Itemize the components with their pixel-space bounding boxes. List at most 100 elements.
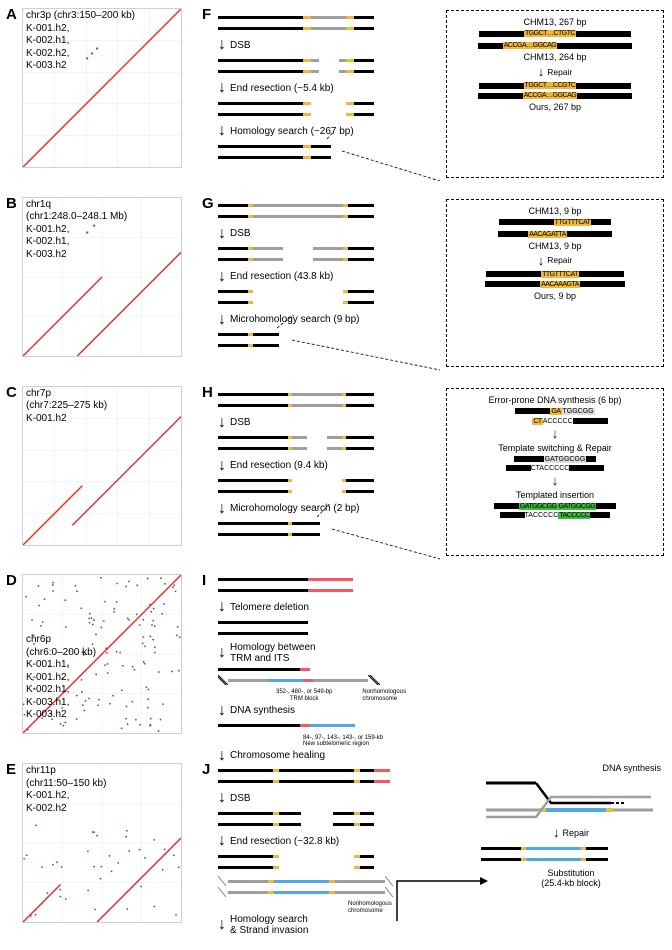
detail-G-bot-label: Ours, 9 bp [534, 291, 576, 301]
seq-F-4: ACCGA…GGCAG [523, 92, 577, 99]
seq-H-1e: ACCCCC [543, 418, 573, 425]
sample-D-0: K-001.h1, [26, 659, 96, 672]
seq-G-4: AACAAAGTA [540, 281, 580, 288]
panel-J: J ↓DSB ↓End resection (~32.8 kb) Nonhomo… [202, 761, 666, 944]
arrow-icon: ↓ [218, 312, 226, 328]
step-J-2: Homology search & Strand invasion [230, 914, 308, 936]
step-G-0: DSB [230, 228, 251, 239]
annot-I-2: 84-, 97-, 143-, 143-, or 159-kb New subt… [303, 735, 658, 748]
title-C: chr7p [26, 388, 107, 401]
arrow-icon: ↓ [538, 254, 545, 267]
figure-container: A chr3p (chr3:150–200 kb) K-001.h2, K-00… [0, 0, 672, 950]
step-F-1: End resection (~5.4 kb) [230, 83, 334, 94]
title-D: chr6p [26, 634, 96, 647]
arrow-icon: ↓ [218, 226, 226, 242]
sample-B-2: K-003.h2 [26, 249, 127, 262]
title-B: chr1q [26, 199, 127, 212]
panel-G: G ↓DSB ↓End resection (43.8 kb) ↓Microho… [202, 195, 666, 378]
panel-label-F: F [202, 6, 211, 23]
sample-A-0: K-001.h2, [26, 23, 135, 36]
sample-A-2: K-002.h2, [26, 48, 135, 61]
detail-F-bot-label: Ours, 267 bp [529, 102, 581, 112]
sample-A-1: K-002.h1, [26, 35, 135, 48]
detail-G-action: Repair [547, 255, 572, 265]
panel-E: E chr11p (chr11:50–150 kb) K-001.h2, K-0… [6, 761, 194, 944]
arrow-icon: ↓ [552, 474, 559, 487]
step-F-2: Homology search (~267 bp) [230, 126, 354, 137]
arrow-icon: ↓ [218, 458, 226, 474]
arrow-icon: ↓ [218, 501, 226, 517]
right-J: DNA synthesis ↓Repair Substitution (25.4… [481, 763, 661, 888]
step-G-2: Microhomology search (9 bp) [230, 314, 360, 325]
panel-label-D: D [6, 572, 17, 589]
panel-label-I: I [202, 572, 206, 589]
arrow-icon: ↓ [218, 645, 226, 661]
arrow-icon: ↓ [218, 917, 226, 933]
panel-label-A: A [6, 6, 17, 23]
seq-F-1: TGGCT…CTGTC [524, 30, 576, 37]
panel-label-C: C [6, 384, 17, 401]
seq-F-2: ACCGA…GGCAG [503, 42, 557, 49]
seq-H-3g: GATGGCGG [558, 503, 597, 510]
panel-F: F ↓DSB ↓End resection (~5.4 kb) ↓Homolog… [202, 6, 666, 189]
step-I-2: DNA synthesis [230, 705, 295, 716]
panel-label-E: E [6, 761, 16, 778]
right-J-label1: DNA synthesis [481, 763, 661, 773]
caption-E: chr11p (chr11:50–150 kb) K-001.h2, K-002… [26, 765, 106, 815]
title-A: chr3p (chr3:150–200 kb) [26, 10, 135, 23]
detail-H: Error-prone DNA synthesis (6 bp) GATGGCG… [446, 388, 664, 556]
sample-A-3: K-003.h2 [26, 60, 135, 73]
detail-F-mid-label: CHM13, 264 bp [523, 52, 586, 62]
connector-J [392, 871, 492, 931]
step-J-1: End resection (~32.8 kb) [230, 836, 339, 847]
step-I-1: Homology between TRM and ITS [230, 642, 316, 664]
sample-B-1: K-002.h1, [26, 236, 127, 249]
detail-G-mid-label: CHM13, 9 bp [528, 241, 581, 251]
seq-H-3b: TACCCCC [525, 512, 559, 519]
arrow-icon: ↓ [218, 599, 226, 615]
detail-F-action: Repair [547, 67, 572, 77]
panel-label-H: H [202, 384, 213, 401]
right-J-label2: Repair [562, 828, 589, 838]
sample-D-2: K-002.h1, [26, 684, 96, 697]
subtitle-B: (chr1:248.0–248.1 Mb) [26, 211, 127, 224]
arrow-icon: ↓ [553, 826, 560, 839]
sample-E-0: K-001.h2, [26, 790, 106, 803]
panel-H: H ↓DSB ↓End resection (9.4 kb) ↓Microhom… [202, 384, 666, 567]
sample-D-4: K-003.h2 [26, 709, 96, 722]
arrow-icon: ↓ [218, 790, 226, 806]
sample-E-1: K-002.h2 [26, 803, 106, 816]
detail-H-title1: Error-prone DNA synthesis (6 bp) [488, 395, 621, 405]
arrow-icon: ↓ [552, 427, 559, 440]
detail-G: CHM13, 9 bp TTGTTTCAT AACAGATTA CHM13, 9… [446, 199, 664, 367]
step-H-0: DSB [230, 417, 251, 428]
panel-label-J: J [202, 761, 210, 778]
sample-B-0: K-001.h2, [26, 224, 127, 237]
right-J-label3: Substitution (25.4-kb block) [481, 868, 661, 888]
arrow-icon: ↓ [538, 65, 545, 78]
arrow-icon: ↓ [218, 80, 226, 96]
detail-H-title2: Template switching & Repair [498, 443, 612, 453]
caption-B: chr1q (chr1:248.0–248.1 Mb) K-001.h2, K-… [26, 199, 127, 262]
seq-H-1b: TGGCGG [562, 408, 595, 415]
step-H-2: Microhomology search (2 bp) [230, 503, 360, 514]
step-G-1: End resection (43.8 kb) [230, 271, 333, 282]
step-F-0: DSB [230, 40, 251, 51]
step-I-0: Telomere deletion [230, 602, 309, 613]
subtitle-D: (chr6:0–200 kb) [26, 647, 96, 660]
seq-H-2a: GATGGCGG [544, 456, 587, 463]
caption-C: chr7p (chr7:225–275 kb) K-001.h2 [26, 388, 107, 426]
seq-H-1a: GA [550, 408, 561, 415]
arrow-icon: ↓ [218, 833, 226, 849]
steps-G: ↓ DSB ↓ End resection (43.8 kb) ↓ Microhomo… [218, 201, 433, 355]
arrow-icon: ↓ [218, 269, 226, 285]
sample-D-1: K-001.h2, [26, 672, 96, 685]
steps-H: ↓DSB ↓End resection (9.4 kb) ↓Microhomol… [218, 390, 433, 544]
caption-A: chr3p (chr3:150–200 kb) K-001.h2, K-002.… [26, 10, 135, 73]
caption-D: chr6p (chr6:0–200 kb) K-001.h1, K-001.h2… [26, 634, 96, 722]
seq-H-1d: CT [532, 418, 542, 425]
detail-F-top-label: CHM13, 267 bp [523, 17, 586, 27]
seq-G-3: TTGTTTCAT [541, 271, 579, 278]
seq-F-3: TGGCT…CCGTC [524, 82, 577, 89]
steps-I: ↓Telomere deletion ↓Homology between TRM… [218, 574, 658, 790]
